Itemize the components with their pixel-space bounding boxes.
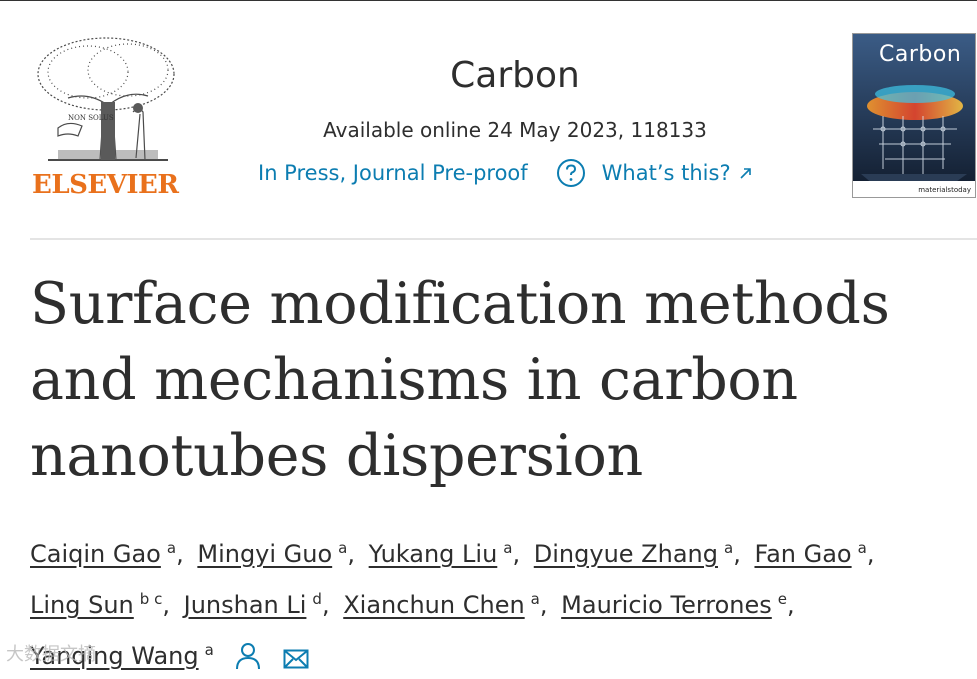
author-item: Yanqing Wang a	[30, 641, 214, 670]
whats-this-link[interactable]: What’s this?	[601, 161, 731, 185]
author-item: Mingyi Guo a,	[197, 539, 356, 568]
affiliation-mark[interactable]: a	[204, 641, 214, 659]
affiliation-mark[interactable]: a	[166, 539, 177, 557]
external-arrow-icon	[740, 167, 751, 179]
author-item: Dingyue Zhang a,	[533, 539, 741, 568]
author-link[interactable]: Junshan Li	[183, 591, 307, 619]
cover-brand: materialstoday	[918, 186, 971, 194]
author-link[interactable]: Fan Gao	[754, 540, 852, 568]
affiliation-mark[interactable]: a	[530, 590, 540, 608]
author-item: Xianchun Chen a,	[343, 590, 548, 619]
cover-footer: materialstoday	[853, 181, 975, 197]
mail-icon[interactable]	[283, 648, 309, 670]
journal-title-link[interactable]: Carbon	[450, 55, 580, 96]
header-divider	[30, 238, 977, 240]
author-link[interactable]: Dingyue Zhang	[533, 540, 718, 568]
journal-title[interactable]: Carbon	[340, 55, 690, 96]
affiliation-mark[interactable]: b c	[139, 590, 163, 608]
author-item: Yukang Liu a,	[368, 539, 521, 568]
author-link[interactable]: Yanqing Wang	[30, 642, 199, 670]
author-link[interactable]: Mauricio Terrones	[561, 591, 772, 619]
available-online-text: Available online 24 May 2023, 118133	[323, 118, 707, 142]
author-link[interactable]: Caiqin Gao	[30, 540, 161, 568]
author-list: Caiqin Gao a, Mingyi Guo a, Yukang Liu a, D…	[30, 526, 970, 679]
elsevier-tree-icon: NON SOLUS	[37, 37, 175, 161]
author-item: Caiqin Gao a,	[30, 539, 184, 568]
affiliation-mark[interactable]: a	[503, 539, 513, 557]
status-row: In Press, Journal Pre-proof What’s this?	[258, 156, 752, 190]
cover-title: Carbon	[879, 42, 962, 67]
svg-text:NON SOLUS: NON SOLUS	[68, 114, 114, 122]
author-link[interactable]: Xianchun Chen	[343, 591, 525, 619]
author-link[interactable]: Ling Sun	[30, 591, 134, 619]
affiliation-mark[interactable]: a	[857, 539, 867, 557]
person-icon[interactable]	[235, 642, 261, 670]
author-item: Ling Sun b c,	[30, 590, 170, 619]
author-item: Fan Gao a,	[754, 539, 875, 568]
pre-proof-status-link[interactable]: In Press, Journal Pre-proof	[258, 161, 528, 185]
question-circle-icon[interactable]	[556, 158, 586, 188]
author-link[interactable]: Yukang Liu	[368, 540, 498, 568]
elsevier-wordmark: ELSEVIER	[32, 170, 179, 200]
article-title: Surface modification methods and mechani…	[30, 271, 890, 489]
affiliation-mark[interactable]: a	[723, 539, 734, 557]
affiliation-mark[interactable]: e	[777, 590, 788, 608]
affiliation-mark[interactable]: a	[338, 539, 348, 557]
elsevier-logo[interactable]: NON SOLUS ELSEVIER	[28, 32, 183, 202]
author-item: Junshan Li d,	[183, 590, 330, 619]
top-border	[0, 0, 977, 1]
watermark: 大数据文摘	[6, 644, 96, 665]
author-link[interactable]: Mingyi Guo	[197, 540, 333, 568]
journal-cover-image[interactable]: Carbon materialstoday	[852, 33, 976, 198]
author-item: Mauricio Terrones e,	[561, 590, 795, 619]
affiliation-mark[interactable]: d	[312, 590, 322, 608]
